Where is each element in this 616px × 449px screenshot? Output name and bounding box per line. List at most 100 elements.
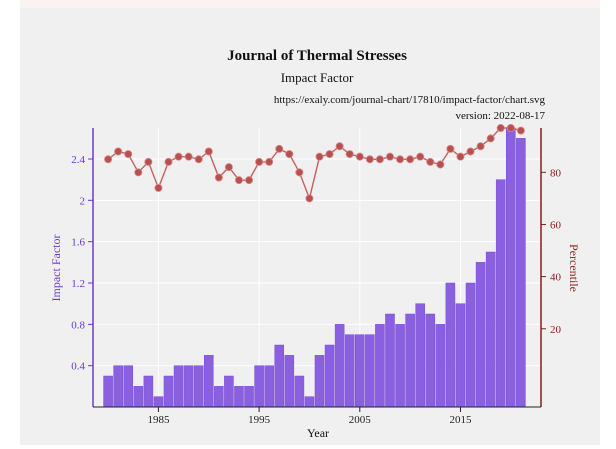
bar-2010	[405, 313, 415, 408]
point-1997	[275, 144, 284, 153]
top-strip	[20, 0, 600, 8]
point-2012	[426, 157, 435, 166]
source-url: https://exaly.com/journal-chart/17810/im…	[274, 94, 546, 106]
right-tick-label: 80	[550, 167, 562, 179]
bar-2009	[395, 324, 405, 408]
bar-2005	[355, 334, 365, 408]
point-2015	[456, 152, 465, 161]
point-1989	[194, 155, 203, 164]
bar-2001	[314, 355, 325, 408]
bar-2006	[365, 334, 375, 408]
bar-1997	[274, 344, 285, 408]
bar-2015	[455, 303, 466, 408]
point-2003	[335, 142, 344, 151]
bar-1996	[264, 365, 274, 408]
chart-subtitle: Impact Factor	[281, 70, 354, 85]
point-2014	[446, 144, 455, 153]
point-1996	[265, 157, 274, 166]
bar-1989	[193, 365, 204, 408]
x-axis-title: Year	[307, 426, 329, 440]
bar-1983	[133, 386, 144, 408]
bar-1980	[103, 375, 113, 408]
bar-2014	[445, 282, 456, 408]
point-2002	[325, 150, 334, 159]
point-2021	[516, 126, 525, 135]
bar-2017	[475, 262, 486, 408]
y-axis-right-title: Percentile	[567, 244, 581, 292]
point-1982	[124, 150, 133, 159]
point-1999	[295, 168, 304, 177]
bar-2004	[344, 334, 355, 408]
point-1992	[224, 163, 233, 172]
chart-title: Journal of Thermal Stresses	[227, 48, 407, 64]
axes: 0.4 0.8 1.2 1.6 2 2.4 20 40 60 80 1985 1995 2005 2015	[71, 128, 562, 426]
bar-2018	[485, 251, 496, 408]
point-1988	[184, 152, 193, 161]
point-1984	[144, 157, 153, 166]
point-1981	[114, 147, 123, 156]
bar-2020	[506, 127, 516, 408]
x-tick-label: 1985	[147, 414, 170, 426]
bar-1992	[224, 375, 234, 408]
percentile-series	[104, 124, 525, 203]
left-tick-label: 1.6	[71, 237, 85, 249]
bar-1993	[234, 386, 244, 408]
point-1983	[134, 168, 143, 177]
bar-2016	[465, 282, 476, 408]
point-2020	[506, 124, 515, 133]
bar-2011	[415, 303, 425, 408]
point-1993	[234, 176, 243, 185]
bar-1982	[123, 365, 134, 408]
bar-1994	[244, 386, 254, 408]
bar-2021	[516, 138, 526, 408]
point-2000	[305, 194, 314, 203]
y-axis-left-title: Impact Factor	[49, 235, 63, 302]
bar-2003	[334, 324, 345, 408]
point-2010	[406, 155, 415, 164]
point-1998	[285, 150, 294, 159]
bar-1981	[113, 365, 123, 408]
point-1995	[255, 157, 264, 166]
x-tick-label: 2005	[349, 414, 372, 426]
bar-1990	[203, 355, 214, 408]
point-1980	[104, 155, 113, 164]
point-2013	[436, 160, 445, 169]
x-tick-label: 1995	[248, 414, 271, 426]
point-2006	[365, 155, 374, 164]
bar-1999	[294, 375, 305, 408]
bar-1985	[153, 396, 164, 408]
point-1987	[174, 152, 183, 161]
point-1985	[154, 183, 163, 192]
bar-2013	[435, 324, 446, 408]
point-2011	[416, 152, 425, 161]
point-2004	[345, 150, 354, 159]
point-1986	[164, 157, 173, 166]
point-2008	[385, 152, 394, 161]
point-1994	[245, 176, 254, 185]
point-2016	[466, 147, 475, 156]
bar-2012	[425, 313, 436, 408]
left-tick-label: 2	[80, 195, 86, 207]
left-tick-label: 0.8	[71, 319, 85, 331]
point-2017	[476, 142, 485, 151]
bar-1998	[284, 355, 295, 408]
bar-2007	[375, 324, 385, 408]
bar-1988	[183, 365, 194, 408]
left-tick-label: 1.2	[71, 278, 85, 290]
point-2005	[355, 152, 364, 161]
bar-1995	[254, 365, 264, 408]
bar-1991	[214, 386, 224, 408]
impact-factor-bars	[103, 127, 526, 408]
point-2019	[496, 124, 505, 133]
right-tick-label: 60	[550, 219, 562, 231]
point-2018	[486, 134, 495, 143]
bar-1987	[173, 365, 184, 408]
bar-2002	[324, 344, 335, 408]
point-2001	[315, 152, 324, 161]
left-tick-label: 0.4	[71, 361, 85, 373]
point-1990	[204, 147, 213, 156]
version-label: version: 2022-08-17	[455, 110, 545, 122]
bar-1984	[143, 375, 154, 408]
right-tick-label: 40	[550, 272, 562, 284]
